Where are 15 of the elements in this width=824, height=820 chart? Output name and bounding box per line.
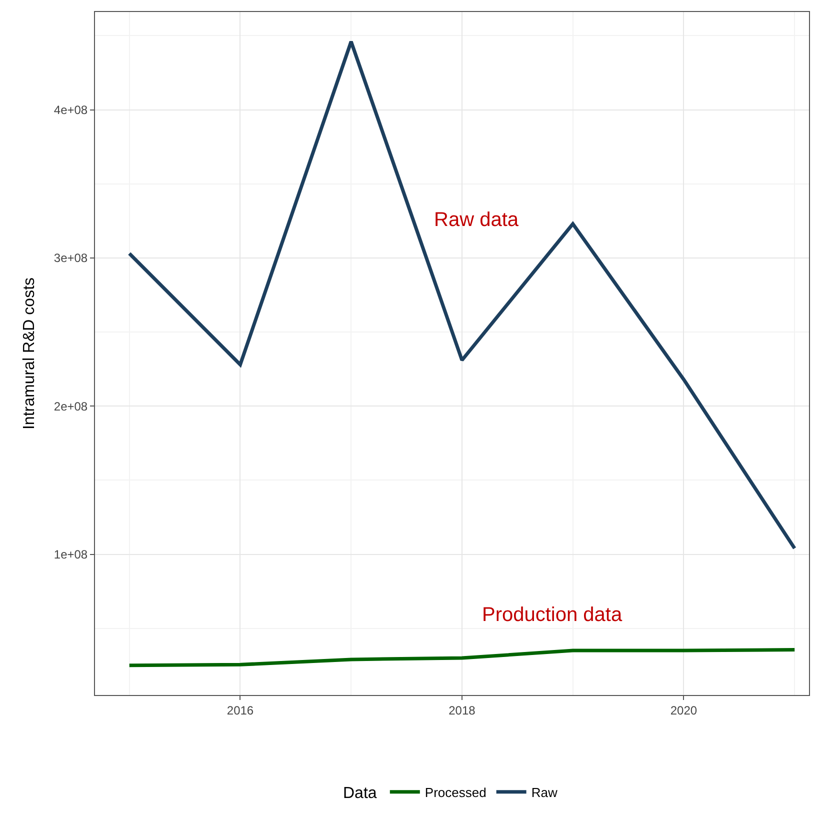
y-tick-label: 3e+08 [54,251,88,266]
annotation: Raw data [434,209,520,231]
y-tick-label: 1e+08 [54,547,88,562]
line-series [128,648,796,668]
line-series [128,40,796,550]
y-tick-label: 4e+08 [54,102,88,117]
y-tick-label: 2e+08 [54,399,88,414]
x-tick-label: 2016 [226,703,254,718]
y-axis-title: Intramural R&D costs [20,277,38,430]
x-tick-label: 2018 [448,703,476,718]
legend-title: Data [343,784,377,802]
x-tick-label: 2020 [670,703,698,718]
legend-label: Raw [531,784,558,800]
legend-label: Processed [424,784,486,800]
annotation: Production data [482,604,623,626]
